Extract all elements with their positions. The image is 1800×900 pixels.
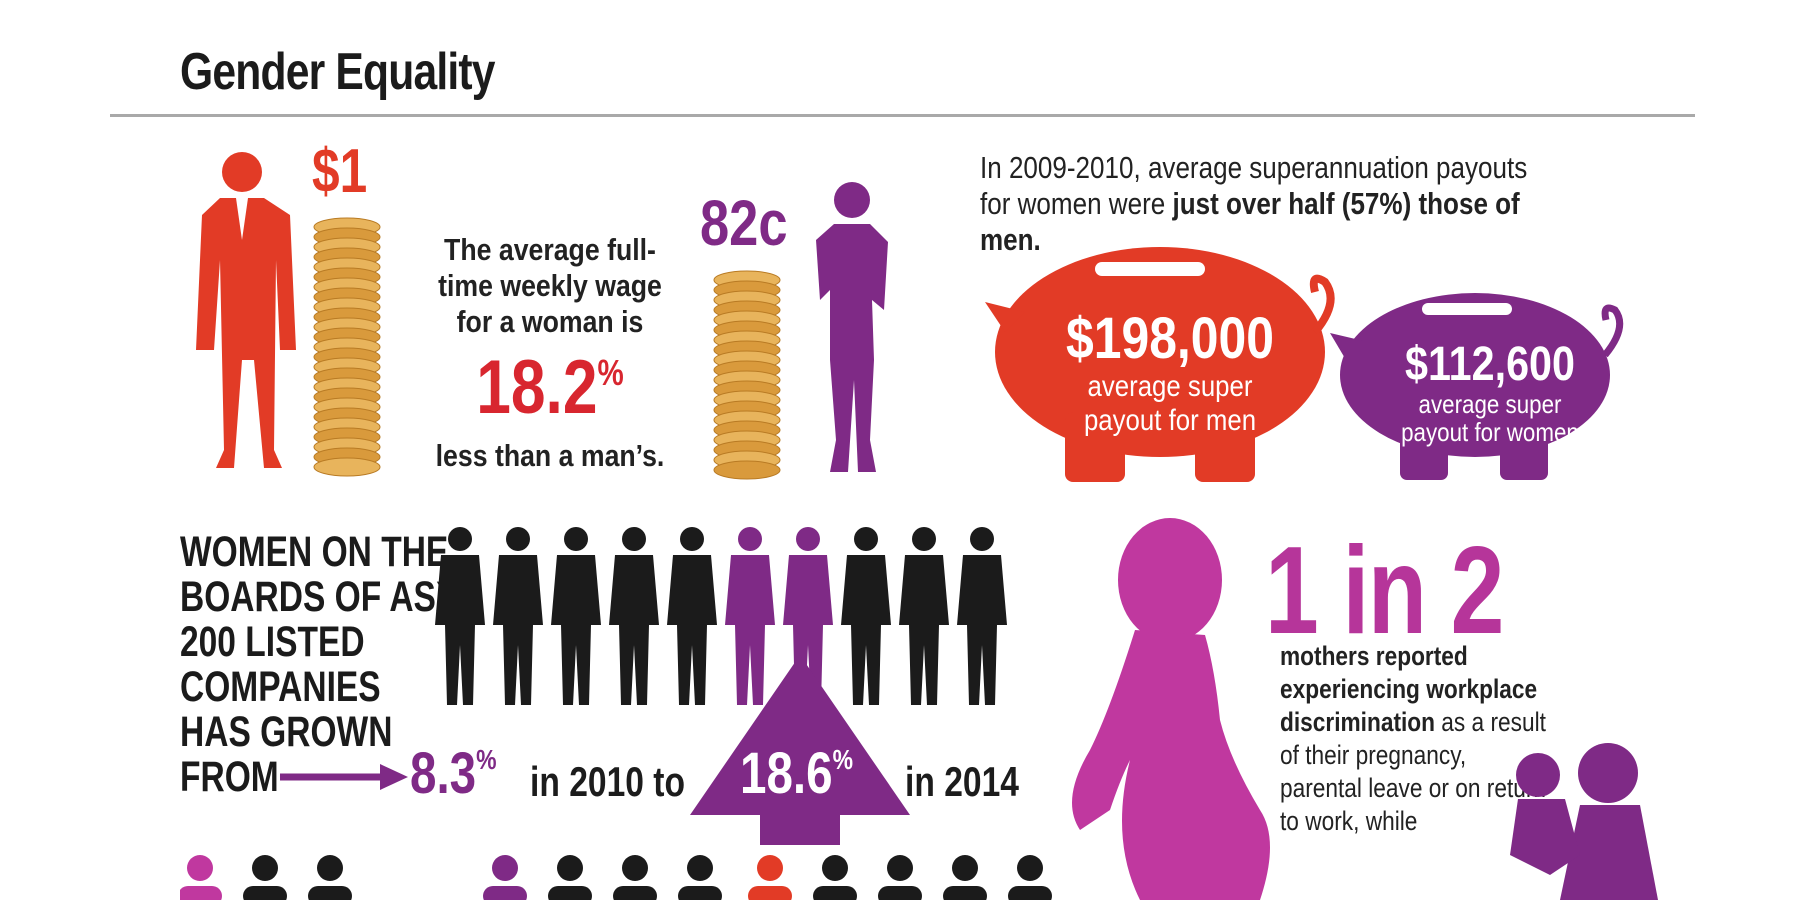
person-body	[748, 886, 792, 900]
person-head	[506, 527, 530, 551]
person-head	[757, 855, 783, 881]
coin-stack-women-icon	[713, 270, 781, 480]
person-body	[180, 886, 222, 900]
person-head	[1017, 855, 1043, 881]
boards-line-4: COMPANIES	[180, 663, 381, 711]
piggy-bank-men-icon	[985, 247, 1335, 482]
person-body	[551, 555, 601, 705]
woman-silhouette-icon	[816, 182, 888, 472]
person-head	[912, 527, 936, 551]
person-head	[492, 855, 518, 881]
wage-gap-percent: 18.2%	[427, 344, 673, 431]
person-body	[678, 886, 722, 900]
person-head	[796, 527, 820, 551]
person-head	[317, 855, 343, 881]
board-year-2014: in 2014	[905, 758, 1019, 805]
person-body	[943, 886, 987, 900]
boards-heading: WOMEN ON THE BOARDS OF ASX 200 LISTED CO…	[180, 530, 461, 800]
person-body	[613, 886, 657, 900]
person-head	[887, 855, 913, 881]
coin	[713, 460, 781, 480]
mother-and-child-silhouette-icon	[1510, 743, 1658, 900]
man-wage-amount: $1	[312, 137, 368, 206]
mothers-text-rest: as a result of their pregnancy, parental…	[1280, 707, 1547, 836]
person-body	[957, 555, 1007, 705]
wage-gap-value: 18.2	[476, 345, 598, 430]
person-head	[854, 527, 878, 551]
coin	[313, 457, 381, 477]
super-summary-bold: just over half (57%) those of men.	[980, 186, 1520, 257]
men-super-label-2: payout for men	[1083, 404, 1257, 437]
person-body	[899, 555, 949, 705]
person-head	[738, 527, 762, 551]
women-super-label: average super payout for women	[1387, 390, 1593, 446]
person-head	[680, 527, 704, 551]
person-body	[308, 886, 352, 900]
boards-line-2: BOARDS OF ASX	[180, 573, 459, 621]
person-body	[1008, 886, 1052, 900]
mothers-ratio: 1 in 2	[1265, 522, 1504, 660]
boards-line-5: HAS GROWN	[180, 708, 393, 756]
arrow-right-icon	[280, 764, 408, 790]
piggy-bank-women-icon	[1330, 293, 1624, 480]
person-body	[483, 886, 527, 900]
person-head	[187, 855, 213, 881]
boards-line-6: FROM	[180, 753, 279, 801]
person-head	[252, 855, 278, 881]
person-head	[622, 855, 648, 881]
super-summary-plain: In 2009-2010, average superannuation pay…	[980, 150, 1528, 221]
mothers-text-bold: mothers reported experiencing workplace …	[1280, 641, 1538, 737]
person-body	[813, 886, 857, 900]
person-body	[841, 555, 891, 705]
men-super-label: average super payout for men	[1041, 370, 1299, 438]
man-silhouette-icon	[196, 152, 296, 468]
women-super-label-2: payout for women	[1401, 417, 1579, 447]
wage-gap-text: The average full-time weekly wage for a …	[438, 232, 662, 339]
boards-line-1: WOMEN ON THE	[180, 528, 449, 576]
woman-wage-amount: 82c	[700, 187, 788, 259]
coin-stack-men-icon	[313, 217, 381, 477]
board-percent-2010: 8.3%	[410, 740, 497, 807]
title-divider	[110, 114, 1695, 117]
person-head	[952, 855, 978, 881]
person-body	[725, 555, 775, 705]
person-body	[667, 555, 717, 705]
page-title: Gender Equality	[180, 43, 496, 101]
person-head	[970, 527, 994, 551]
board-percent-2014-symbol: %	[832, 744, 853, 775]
board-percent-2014-value: 18.6	[740, 741, 833, 806]
person-body	[243, 886, 287, 900]
person-head	[448, 527, 472, 551]
person-head	[622, 527, 646, 551]
person-body	[493, 555, 543, 705]
person-body	[609, 555, 659, 705]
person-head	[557, 855, 583, 881]
pregnant-woman-silhouette-icon	[1072, 518, 1270, 900]
person-body	[435, 555, 485, 705]
person-head	[687, 855, 713, 881]
board-members-group-icon	[435, 527, 1007, 705]
board-percent-2014: 18.6%	[740, 740, 853, 807]
person-head	[822, 855, 848, 881]
women-super-amount: $112,600	[1405, 338, 1575, 391]
board-percent-2010-symbol: %	[476, 744, 497, 775]
people-row-icon	[180, 855, 1052, 900]
boards-line-3: 200 LISTED	[180, 618, 365, 666]
arrow-up-icon	[690, 655, 910, 845]
wage-gap-symbol: %	[597, 352, 624, 393]
men-super-label-1: average super	[1087, 370, 1253, 403]
super-summary-text: In 2009-2010, average superannuation pay…	[980, 150, 1534, 258]
person-body	[548, 886, 592, 900]
person-body	[878, 886, 922, 900]
wage-gap-tail: less than a man’s.	[435, 438, 665, 473]
board-percent-2010-value: 8.3	[410, 741, 477, 806]
women-super-label-1: average super	[1418, 389, 1562, 419]
men-super-amount: $198,000	[1065, 306, 1275, 371]
mothers-text: mothers reported experiencing workplace …	[1280, 640, 1549, 838]
person-head	[564, 527, 588, 551]
board-year-2010: in 2010 to	[530, 758, 685, 805]
